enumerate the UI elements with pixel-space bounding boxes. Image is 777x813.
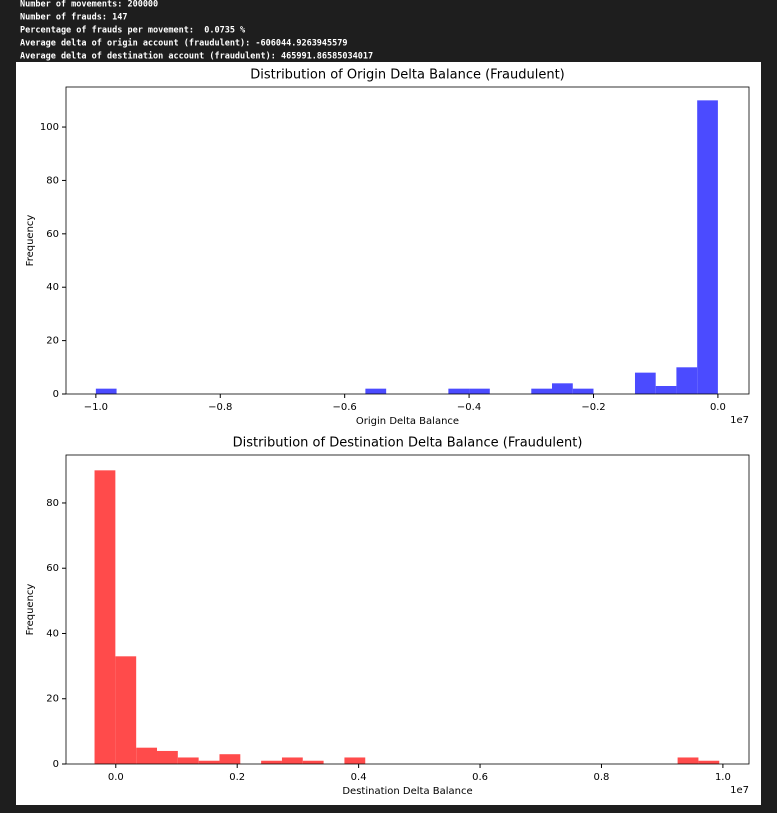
- y-tick-label: 0: [53, 389, 59, 400]
- bar: [198, 760, 220, 764]
- y-tick-label: 80: [46, 175, 59, 186]
- x-offset-label: 1e7: [730, 785, 749, 796]
- bar: [469, 388, 490, 394]
- bar: [531, 388, 552, 394]
- figure: [16, 62, 761, 805]
- console-line: Number of movements: 200000: [20, 0, 158, 10]
- bar: [157, 750, 178, 764]
- y-tick-label: 60: [46, 229, 59, 240]
- console-line: Average delta of destination account (fr…: [20, 51, 373, 62]
- x-tick-label: 0.4: [351, 772, 367, 783]
- bar: [281, 757, 303, 764]
- bar: [219, 754, 241, 764]
- bar: [261, 760, 282, 764]
- bar: [698, 760, 720, 764]
- bar: [655, 385, 677, 394]
- y-tick-label: 0: [53, 759, 59, 770]
- chart-title: Distribution of Destination Delta Balanc…: [233, 436, 583, 451]
- bar: [677, 757, 699, 764]
- bar: [365, 388, 387, 394]
- x-tick-label: −0.6: [333, 402, 357, 413]
- bar: [302, 760, 324, 764]
- x-tick-label: −0.4: [457, 402, 481, 413]
- x-tick-label: 1.0: [715, 772, 731, 783]
- y-axis-label: Frequency: [25, 584, 36, 636]
- x-tick-label: 0.6: [472, 772, 488, 783]
- x-tick-label: −1.0: [84, 402, 108, 413]
- y-tick-label: 40: [46, 628, 59, 639]
- bar: [634, 372, 656, 394]
- x-tick-label: 0.2: [229, 772, 245, 783]
- x-tick-label: −0.2: [581, 402, 605, 413]
- y-tick-label: 80: [46, 498, 59, 509]
- console-line: Number of frauds: 147: [20, 13, 127, 23]
- x-tick-label: 0.0: [108, 772, 124, 783]
- y-axis-label: Frequency: [25, 215, 36, 267]
- bar: [115, 656, 137, 764]
- axes-frame: [65, 86, 750, 395]
- y-tick-label: 40: [46, 282, 59, 293]
- y-tick-label: 20: [46, 694, 59, 705]
- axes-frame: [65, 454, 750, 765]
- x-offset-label: 1e7: [730, 415, 749, 426]
- console-line: Percentage of frauds per movement: 0.073…: [20, 26, 246, 36]
- x-tick-label: 0.0: [710, 402, 726, 413]
- console-line: Average delta of origin account (fraudul…: [20, 38, 348, 49]
- y-tick-label: 100: [40, 122, 59, 133]
- bar: [572, 388, 594, 394]
- y-tick-label: 20: [46, 336, 59, 347]
- chart-title: Distribution of Origin Delta Balance (Fr…: [250, 68, 565, 83]
- bar: [697, 100, 718, 394]
- bar: [448, 388, 470, 394]
- bar: [95, 388, 117, 394]
- bar: [676, 367, 698, 394]
- bar: [551, 383, 573, 394]
- x-axis-label: Destination Delta Balance: [342, 786, 472, 797]
- bar: [94, 470, 116, 764]
- bar: [136, 747, 158, 764]
- x-axis-label: Origin Delta Balance: [356, 416, 459, 427]
- bar: [344, 757, 366, 764]
- y-tick-label: 60: [46, 563, 59, 574]
- x-tick-label: −0.8: [208, 402, 232, 413]
- x-tick-label: 0.8: [594, 772, 610, 783]
- bar: [177, 757, 199, 764]
